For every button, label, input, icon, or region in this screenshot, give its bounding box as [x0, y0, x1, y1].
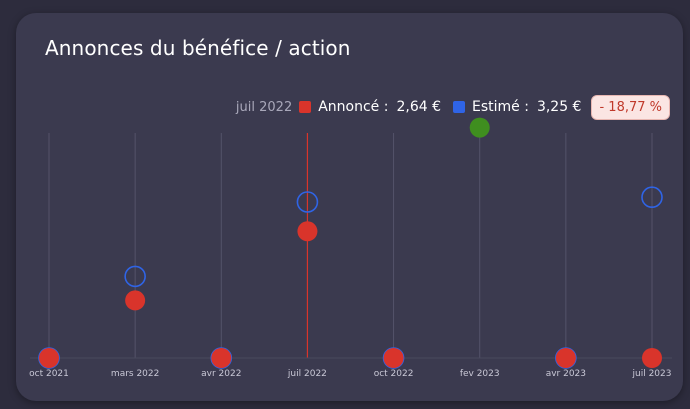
announced-point — [211, 348, 232, 368]
announced-point — [383, 348, 404, 368]
announced-point — [297, 221, 318, 242]
tooltip-announced-label: Annoncé : — [318, 99, 389, 115]
announced-point — [125, 290, 146, 311]
hover-tooltip: juil 2022 Annoncé : 2,64 € Estimé : 3,25… — [236, 93, 670, 121]
x-tick-label: oct 2022 — [374, 369, 414, 379]
x-tick-label: fev 2023 — [460, 369, 500, 379]
estimated-swatch — [453, 101, 465, 113]
x-tick-label: avr 2023 — [546, 369, 586, 379]
tooltip-estimated-label: Estimé : — [472, 99, 529, 115]
announced-point — [555, 348, 576, 368]
chart-card — [16, 13, 683, 401]
tooltip-announced-value: 2,64 € — [396, 99, 441, 115]
chart-title: Annonces du bénéfice / action — [45, 36, 351, 60]
x-tick-label: oct 2021 — [29, 369, 69, 379]
x-tick-label: juil 2022 — [287, 369, 327, 379]
x-tick-label: avr 2022 — [201, 369, 241, 379]
announced-point — [39, 348, 59, 368]
difference-badge: - 18,77 % — [591, 94, 670, 120]
announced-point-beat — [469, 117, 490, 138]
x-tick-label: juil 2023 — [632, 369, 672, 379]
announced-swatch — [299, 101, 312, 113]
tooltip-date: juil 2022 — [235, 99, 293, 115]
estimated-point — [124, 265, 146, 288]
x-tick-label: mars 2022 — [111, 369, 159, 379]
estimated-point — [641, 186, 663, 208]
estimated-point — [296, 191, 319, 213]
announced-point — [642, 348, 662, 368]
tooltip-estimated-value: 3,25 € — [536, 99, 582, 115]
